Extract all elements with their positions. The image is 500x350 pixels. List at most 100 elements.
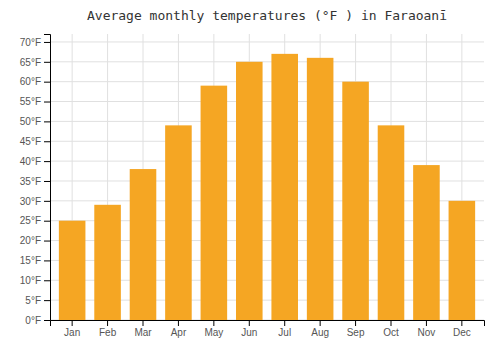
bar: [130, 169, 157, 320]
x-tick: Aug: [311, 320, 329, 338]
bar: [271, 54, 298, 320]
bar: [236, 62, 263, 320]
x-tick-label: Sep: [347, 327, 365, 338]
y-tick-label: 45°F: [20, 136, 41, 147]
y-tick-label: 30°F: [20, 196, 41, 207]
bar: [201, 86, 228, 320]
bar: [413, 165, 440, 320]
x-axis-line: [51, 321, 485, 327]
x-tick-mark: [213, 320, 214, 326]
x-tick: Feb: [99, 320, 117, 338]
x-tick: Dec: [453, 320, 471, 338]
y-tick-mark: [44, 201, 50, 202]
y-tick-label: 55°F: [20, 96, 41, 107]
grid: [50, 34, 484, 320]
y-tick: 40°F: [20, 156, 50, 167]
x-tick-mark: [178, 320, 179, 326]
y-tick: 65°F: [20, 57, 50, 68]
y-tick-label: 20°F: [20, 235, 41, 246]
x-tick-label: Mar: [134, 327, 152, 338]
y-tick-label: 25°F: [20, 215, 41, 226]
plot: 0°F5°F10°F15°F20°F25°F30°F35°F40°F45°F50…: [20, 34, 485, 338]
x-tick: Mar: [134, 320, 152, 338]
y-grid-line: [50, 81, 484, 82]
x-tick-mark: [461, 320, 462, 326]
y-tick-mark: [44, 260, 50, 261]
y-tick: 45°F: [20, 136, 50, 147]
y-tick: 10°F: [20, 275, 50, 286]
x-tick-mark: [249, 320, 250, 326]
y-tick-mark: [44, 300, 50, 301]
y-tick-label: 35°F: [20, 176, 41, 187]
x-tick-mark: [143, 320, 144, 326]
chart-title: Average monthly temperatures (°F ) in Fa…: [87, 8, 447, 23]
y-tick-mark: [44, 42, 50, 43]
x-tick-label: Jul: [278, 327, 291, 338]
chart-container: 0°F5°F10°F15°F20°F25°F30°F35°F40°F45°F50…: [0, 0, 500, 350]
x-tick: Jul: [278, 320, 291, 338]
x-tick-label: Dec: [453, 327, 471, 338]
bar: [342, 82, 369, 320]
y-axis-line: [44, 35, 51, 321]
y-tick-mark: [44, 62, 50, 63]
x-tick-mark: [107, 320, 108, 326]
x-axis: Jan Feb Mar Apr May Jun Jul Aug Sep Oct Nov Dec: [51, 320, 485, 338]
x-tick: Apr: [171, 320, 187, 338]
bar: [165, 125, 192, 320]
y-tick: 70°F: [20, 37, 50, 48]
y-grid-line: [50, 101, 484, 102]
y-tick-mark: [44, 82, 50, 83]
bar: [378, 125, 405, 320]
x-tick-mark: [320, 320, 321, 326]
x-tick: Jun: [241, 320, 257, 338]
y-tick-mark: [44, 102, 50, 103]
y-tick-label: 50°F: [20, 116, 41, 127]
y-tick-mark: [44, 241, 50, 242]
y-tick-label: 0°F: [25, 315, 41, 326]
x-tick-label: Oct: [383, 327, 399, 338]
chart-svg: 0°F5°F10°F15°F20°F25°F30°F35°F40°F45°F50…: [0, 0, 500, 350]
y-tick-mark: [44, 280, 50, 281]
bar: [307, 58, 334, 320]
y-axis: 0°F5°F10°F15°F20°F25°F30°F35°F40°F45°F50…: [20, 35, 51, 326]
x-tick: Jan: [64, 320, 80, 338]
x-tick: Sep: [347, 320, 365, 338]
y-grid-line: [50, 141, 484, 142]
x-tick-mark: [426, 320, 427, 326]
y-tick-mark: [44, 161, 50, 162]
y-tick-label: 60°F: [20, 76, 41, 87]
bar: [449, 201, 476, 320]
y-grid-line: [50, 121, 484, 122]
x-tick-mark: [284, 320, 285, 326]
x-tick-label: May: [204, 327, 223, 338]
x-tick-label: Feb: [99, 327, 117, 338]
y-tick-mark: [44, 320, 50, 321]
x-tick-label: Nov: [418, 327, 436, 338]
y-tick-label: 65°F: [20, 57, 41, 68]
x-tick: May: [204, 320, 223, 338]
y-tick-label: 10°F: [20, 275, 41, 286]
bar: [59, 221, 86, 320]
y-tick-mark: [44, 141, 50, 142]
y-tick-mark: [44, 121, 50, 122]
x-tick: Oct: [383, 320, 399, 338]
y-tick: 35°F: [20, 176, 50, 187]
y-tick-label: 40°F: [20, 156, 41, 167]
y-tick: 20°F: [20, 235, 50, 246]
y-tick-label: 15°F: [20, 255, 41, 266]
x-tick-label: Aug: [311, 327, 329, 338]
y-tick: 15°F: [20, 255, 50, 266]
y-tick-mark: [44, 181, 50, 182]
y-grid-line: [50, 41, 484, 42]
y-tick-label: 70°F: [20, 37, 41, 48]
y-grid-line: [50, 161, 484, 162]
x-tick-label: Jun: [241, 327, 257, 338]
y-tick-mark: [44, 221, 50, 222]
x-tick-label: Apr: [171, 327, 187, 338]
y-tick: 50°F: [20, 116, 50, 127]
y-grid-line: [50, 61, 484, 62]
x-tick: Nov: [418, 320, 436, 338]
y-tick: 30°F: [20, 196, 50, 207]
bar: [94, 205, 121, 320]
x-tick-label: Jan: [64, 327, 80, 338]
